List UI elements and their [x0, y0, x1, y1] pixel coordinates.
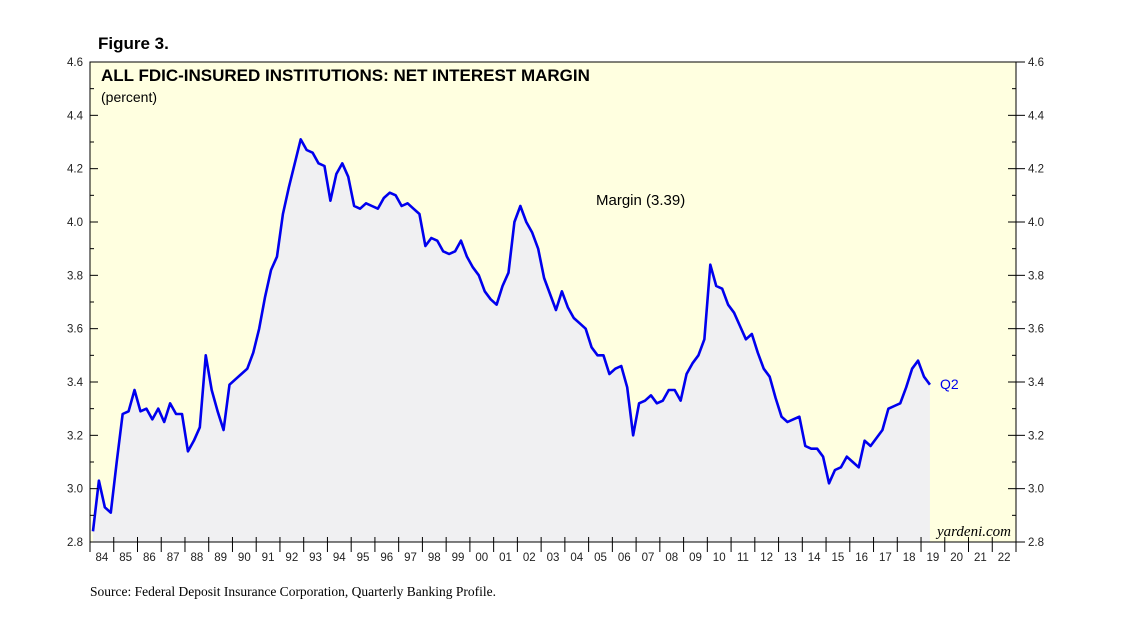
y-tick-label-right: 3.0: [1028, 484, 1044, 496]
x-tick-label: 04: [570, 552, 583, 564]
x-tick-label: 16: [855, 552, 868, 564]
x-tick-label: 84: [95, 552, 108, 564]
x-tick-label: 02: [523, 552, 536, 564]
y-tick-label-right: 3.8: [1028, 270, 1044, 282]
plot-border: [89, 61, 1017, 543]
watermark: yardeni.com: [935, 524, 1011, 540]
x-tick-label: 85: [119, 552, 132, 564]
y-tick-label-right: 4.6: [1028, 57, 1044, 69]
x-tick-label: 99: [452, 552, 465, 564]
x-tick-label: 88: [190, 552, 203, 564]
x-tick-label: 13: [784, 552, 797, 564]
x-tick-label: 05: [594, 552, 607, 564]
source-note: Source: Federal Deposit Insurance Corpor…: [90, 584, 497, 599]
series-annotation: Margin (3.39): [596, 192, 685, 209]
x-tick-label: 20: [950, 552, 963, 564]
x-tick-label: 19: [926, 552, 939, 564]
x-tick-label: 17: [879, 552, 892, 564]
y-tick-label-left: 3.2: [67, 430, 83, 442]
x-tick-label: 94: [333, 552, 346, 564]
x-tick-label: 95: [357, 552, 370, 564]
y-tick-label-right: 3.2: [1028, 430, 1044, 442]
x-tick-label: 21: [974, 552, 987, 564]
y-tick-label-right: 2.8: [1028, 537, 1044, 549]
y-tick-label-left: 3.8: [67, 270, 83, 282]
y-tick-label-left: 3.0: [67, 484, 83, 496]
chart-subtitle: (percent): [101, 89, 157, 105]
x-tick-label: 96: [380, 552, 393, 564]
y-tick-label-right: 4.0: [1028, 217, 1044, 229]
x-tick-label: 86: [143, 552, 156, 564]
x-tick-label: 22: [998, 552, 1011, 564]
x-tick-label: 18: [903, 552, 916, 564]
y-tick-label-left: 3.4: [67, 377, 84, 389]
area-fill: [92, 139, 930, 542]
x-tick-label: 07: [642, 552, 655, 564]
y-tick-label-left: 2.8: [67, 537, 83, 549]
x-tick-label: 06: [618, 552, 631, 564]
series-line-margin: [91, 138, 931, 532]
y-tick-label-left: 4.2: [67, 164, 83, 176]
y-tick-label-left: 4.4: [67, 110, 84, 122]
x-tick-label: 14: [808, 552, 821, 564]
x-tick-label: 11: [737, 552, 749, 564]
y-tick-label-right: 4.2: [1028, 164, 1044, 176]
y-tick-label-right: 4.4: [1028, 110, 1045, 122]
y-tick-label-left: 3.6: [67, 324, 83, 336]
x-tick-label: 92: [285, 552, 298, 564]
y-tick-label-left: 4.6: [67, 57, 83, 69]
x-tick-label: 09: [689, 552, 702, 564]
x-tick-label: 12: [760, 552, 773, 564]
x-tick-label: 91: [262, 552, 275, 564]
x-axis: 84 85 86 87 88 89 90 91 92 93 94 95 96 97 98 99 00 01 02 03…: [89, 537, 1017, 564]
y-tick-label-right: 3.4: [1028, 377, 1045, 389]
x-tick-label: 10: [713, 552, 726, 564]
x-tick-label: 03: [547, 552, 560, 564]
y-tick-label-left: 4.0: [67, 217, 83, 229]
x-tick-label: 15: [832, 552, 845, 564]
end-label: Q2: [940, 376, 959, 392]
y-axis-right: 2.8 3.0 3.2 3.4 3.6 3.8 4.0 4.2 4.4 4.6: [1008, 57, 1045, 549]
x-tick-label: 08: [665, 552, 678, 564]
x-tick-label: 97: [404, 552, 417, 564]
y-axis-left: 2.8 3.0 3.2 3.4 3.6 3.8 4.0 4.2 4.4 4.6: [67, 57, 98, 549]
x-tick-label: 00: [475, 552, 488, 564]
x-tick-label: 98: [428, 552, 441, 564]
figure-label: Figure 3.: [98, 34, 169, 53]
y-tick-label-right: 3.6: [1028, 324, 1044, 336]
x-tick-label: 01: [499, 552, 512, 564]
x-tick-label: 90: [238, 552, 251, 564]
x-tick-label: 87: [167, 552, 180, 564]
x-tick-label: 89: [214, 552, 227, 564]
chart-title: ALL FDIC-INSURED INSTITUTIONS: NET INTER…: [101, 66, 590, 85]
x-tick-label: 93: [309, 552, 322, 564]
